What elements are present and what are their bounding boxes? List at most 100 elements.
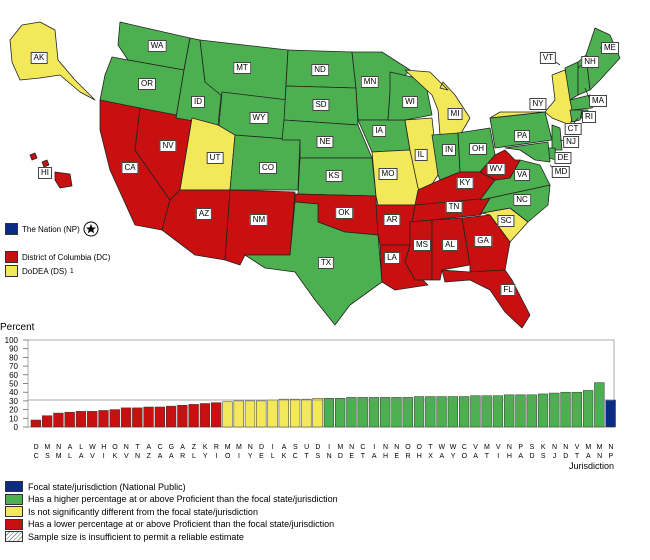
bar-42 bbox=[504, 394, 515, 428]
bar-25 bbox=[312, 398, 323, 428]
x-tick-label-10-b: Z bbox=[147, 453, 152, 460]
y-tick-label-40: 40 bbox=[9, 388, 18, 397]
state-label-IA: IA bbox=[372, 125, 386, 137]
state-label-AL: AL bbox=[442, 239, 458, 251]
x-tick-label-30-b: A bbox=[372, 453, 377, 460]
x-tick-label-8-a: N bbox=[124, 444, 129, 451]
x-tick-label-40-a: M bbox=[484, 444, 490, 451]
key-higher: Has a higher percentage at or above Prof… bbox=[5, 493, 338, 505]
bar-46 bbox=[549, 392, 560, 428]
state-label-TN: TN bbox=[445, 201, 463, 213]
state-NJ[interactable] bbox=[551, 124, 563, 151]
state-label-TX: TX bbox=[317, 257, 335, 269]
x-tick-label-22-b: K bbox=[282, 453, 287, 460]
key-label-higher: Has a higher percentage at or above Prof… bbox=[28, 494, 338, 504]
state-label-WI: WI bbox=[402, 96, 418, 108]
state-label-DE: DE bbox=[554, 152, 572, 164]
x-tick-label-38-a: C bbox=[462, 444, 467, 451]
x-tick-label-25-b: S bbox=[316, 453, 321, 460]
y-tick-label-10: 10 bbox=[9, 414, 18, 423]
legend-nation-swatch bbox=[5, 223, 18, 235]
bar-37 bbox=[447, 396, 458, 428]
bar-28 bbox=[346, 397, 357, 428]
x-tick-label-26-a: I bbox=[328, 444, 330, 451]
x-tick-label-47-a: N bbox=[563, 444, 568, 451]
key-insufficient: Sample size is insufficient to permit a … bbox=[5, 531, 244, 542]
bar-24 bbox=[301, 398, 312, 428]
bar-26 bbox=[323, 398, 335, 428]
x-tick-label-48-b: T bbox=[575, 453, 580, 460]
x-tick-label-49-b: A bbox=[586, 453, 591, 460]
key-nosig: Is not significantly different from the … bbox=[5, 506, 258, 517]
key-swatch-higher bbox=[5, 493, 23, 505]
state-NM[interactable] bbox=[224, 189, 296, 266]
x-tick-label-45-b: S bbox=[541, 453, 546, 460]
bar-4 bbox=[75, 411, 87, 428]
x-tick-label-39-b: A bbox=[473, 453, 478, 460]
bar-41 bbox=[492, 395, 504, 428]
x-tick-label-0-b: C bbox=[34, 453, 39, 460]
state-label-CT: CT bbox=[564, 123, 582, 135]
x-tick-label-50-a: M bbox=[597, 444, 603, 451]
star-icon bbox=[83, 221, 99, 237]
bar-9 bbox=[132, 407, 143, 428]
x-tick-label-17-b: O bbox=[225, 453, 231, 460]
x-tick-label-16-b: I bbox=[215, 453, 217, 460]
state-label-RI: RI bbox=[582, 111, 596, 123]
key-label-lower: Has a lower percentage at or above Profi… bbox=[28, 519, 335, 529]
key-focal: Focal state/jurisdiction (National Publi… bbox=[5, 481, 186, 492]
x-tick-label-13-b: R bbox=[180, 453, 185, 460]
bar-5 bbox=[87, 411, 98, 428]
x-tick-label-18-b: I bbox=[238, 453, 240, 460]
legend-nation: The Nation (NP) bbox=[5, 221, 99, 237]
state-label-SC: SC bbox=[497, 215, 515, 227]
state-label-WV: WV bbox=[486, 163, 506, 175]
bar-16 bbox=[211, 402, 222, 428]
x-tick-label-49-a: M bbox=[585, 444, 591, 451]
x-tick-label-24-a: U bbox=[304, 444, 309, 451]
state-label-GA: GA bbox=[474, 235, 492, 247]
x-tick-label-31-a: N bbox=[383, 444, 388, 451]
state-AZ[interactable] bbox=[161, 189, 231, 261]
x-tick-label-16-a: R bbox=[214, 444, 219, 451]
x-tick-label-22-a: A bbox=[282, 444, 287, 451]
state-MD[interactable] bbox=[504, 141, 551, 163]
x-tick-label-27-a: M bbox=[337, 444, 343, 451]
x-tick-label-11-a: C bbox=[158, 444, 163, 451]
state-label-NH: NH bbox=[581, 56, 599, 68]
legend-dodea-label: DoDEA (DS) bbox=[22, 266, 67, 276]
key-swatch-lower bbox=[5, 518, 23, 530]
state-AK[interactable] bbox=[9, 21, 96, 101]
bar-50 bbox=[594, 382, 605, 428]
state-label-OK: OK bbox=[335, 207, 353, 219]
x-tick-label-14-b: L bbox=[192, 453, 196, 460]
legend-dodea-footnote: 1 bbox=[69, 267, 74, 275]
x-tick-label-0-a: D bbox=[34, 444, 39, 451]
y-tick-label-70: 70 bbox=[9, 362, 18, 371]
bar-45 bbox=[537, 393, 549, 428]
x-tick-label-47-b: D bbox=[563, 453, 568, 460]
state-HI[interactable] bbox=[29, 152, 73, 189]
percent-bar-chart: Percent0102030405060708090100DCMSNMALLAW… bbox=[0, 322, 616, 471]
y-tick-label-90: 90 bbox=[9, 345, 18, 354]
state-label-VT: VT bbox=[539, 52, 557, 64]
x-tick-label-13-a: A bbox=[180, 444, 185, 451]
bar-11 bbox=[154, 406, 165, 428]
x-tick-label-39-a: V bbox=[473, 444, 478, 451]
y-tick-label-80: 80 bbox=[9, 353, 18, 362]
state-CT[interactable] bbox=[569, 109, 583, 123]
x-tick-label-35-a: T bbox=[428, 444, 433, 451]
state-label-OR: OR bbox=[138, 78, 156, 90]
bar-21 bbox=[267, 399, 278, 428]
bar-48 bbox=[571, 391, 582, 428]
bar-44 bbox=[526, 394, 537, 428]
x-tick-label-7-b: K bbox=[113, 453, 118, 460]
state-label-OH: OH bbox=[469, 143, 487, 155]
x-tick-label-36-a: W bbox=[439, 444, 446, 451]
bar-2 bbox=[53, 412, 64, 428]
state-TX[interactable] bbox=[244, 201, 383, 326]
y-tick-label-0: 0 bbox=[14, 423, 19, 432]
legend-dc-label: District of Columbia (DC) bbox=[22, 252, 111, 262]
legend-nation-label: The Nation (NP) bbox=[22, 224, 80, 234]
bar-47 bbox=[560, 391, 571, 428]
